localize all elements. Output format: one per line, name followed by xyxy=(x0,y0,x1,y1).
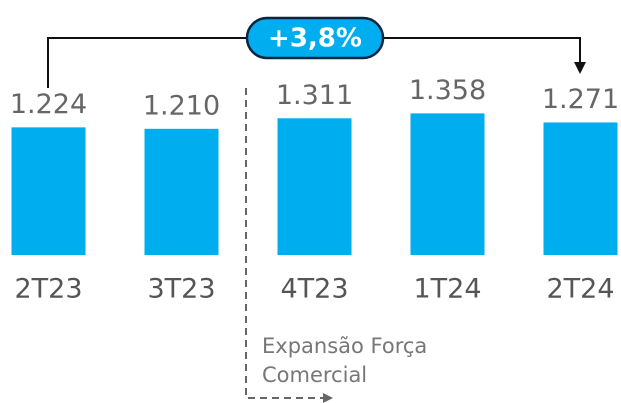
value-label: 1.358 xyxy=(409,75,486,106)
growth-label: +3,8% xyxy=(268,24,362,54)
annotation: Expansão Força Comercial xyxy=(262,334,428,387)
x-tick-label: 3T23 xyxy=(147,274,215,305)
growth-pill xyxy=(245,16,385,60)
bar xyxy=(11,127,86,255)
bar xyxy=(543,122,618,256)
value-label: 1.271 xyxy=(542,84,619,115)
value-label: 1.224 xyxy=(10,89,87,120)
bar xyxy=(144,128,219,255)
value-label: 1.210 xyxy=(143,90,220,121)
divider xyxy=(245,88,333,403)
bar xyxy=(410,113,485,255)
x-tick-label: 1T24 xyxy=(413,274,481,305)
value-label: 1.311 xyxy=(276,80,353,111)
x-tick-label: 4T23 xyxy=(280,274,348,305)
x-tick-label: 2T24 xyxy=(546,274,614,305)
bar xyxy=(277,118,352,255)
x-tick-label: 2T23 xyxy=(14,274,82,305)
